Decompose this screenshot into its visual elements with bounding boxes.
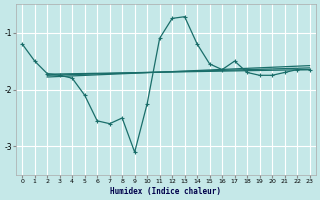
X-axis label: Humidex (Indice chaleur): Humidex (Indice chaleur) bbox=[110, 187, 221, 196]
